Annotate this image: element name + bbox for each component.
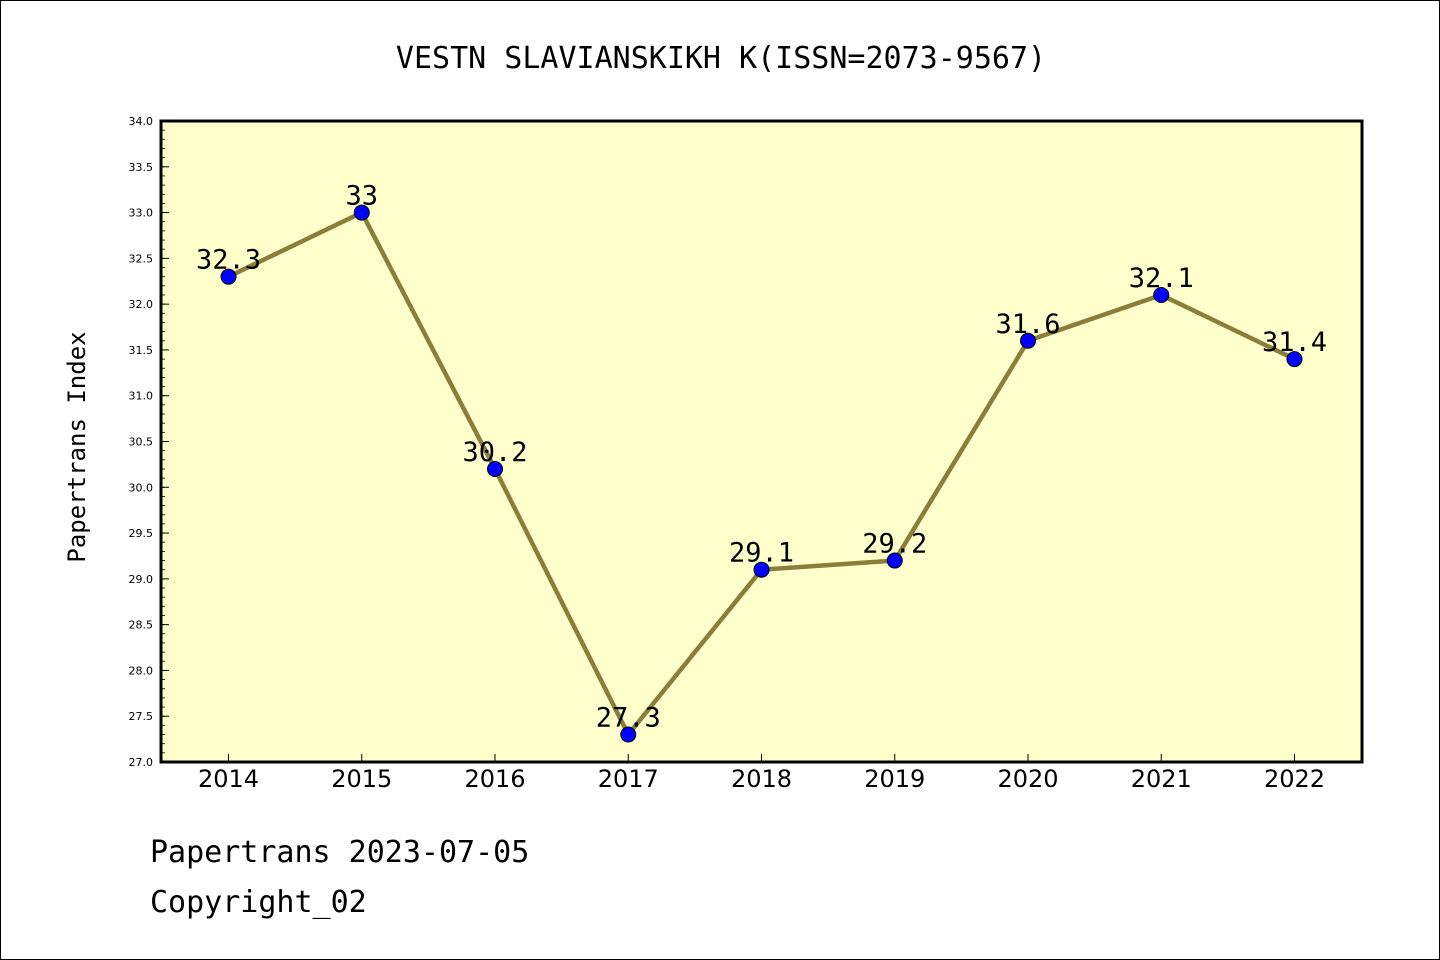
y-tick-label: 33.0: [129, 207, 154, 220]
data-point-label: 29.1: [729, 538, 794, 569]
footer-copyright-text: Copyright_02: [150, 885, 367, 920]
data-point-marker: [353, 204, 370, 221]
y-tick-label: 31.5: [129, 344, 154, 357]
footer-date-text: Papertrans 2023-07-05: [150, 835, 530, 870]
data-point-marker: [1153, 286, 1170, 303]
data-point-marker: [1020, 332, 1036, 349]
y-tick-label: 28.0: [129, 664, 154, 677]
y-tick-label: 32.5: [129, 252, 154, 265]
data-point-marker: [1286, 351, 1303, 368]
x-tick-label: 2016: [464, 765, 525, 793]
axis-ticks: 27.0 27.5 28.0 28.5 29.0 29.5 30.0 30.5 31.0 31.5…: [129, 115, 1326, 793]
y-tick-label: 32.0: [129, 298, 154, 311]
data-point-marker: [620, 726, 637, 743]
x-tick-label: 2017: [598, 765, 659, 793]
y-tick-label: 27.0: [129, 756, 154, 769]
data-point-marker: [886, 552, 903, 569]
plot-area: [161, 121, 1362, 762]
x-tick-label: 2019: [864, 765, 925, 793]
x-tick-label: 2020: [997, 765, 1058, 793]
x-tick-label: 2021: [1131, 765, 1192, 793]
data-point-label: 31.6: [995, 309, 1060, 340]
data-point-label: 30.2: [462, 437, 527, 468]
data-point-label: 31.4: [1262, 327, 1327, 358]
data-point-label: 32.3: [196, 245, 261, 276]
data-point-label: 32.1: [1129, 263, 1194, 294]
data-point-label: 29.2: [862, 529, 927, 560]
x-tick-label: 2022: [1264, 765, 1325, 793]
y-tick-label: 34.0: [129, 115, 154, 128]
y-tick-label: 33.5: [129, 161, 154, 174]
data-point-label: 27.3: [596, 703, 661, 734]
data-point-label: 33: [345, 181, 378, 212]
y-tick-label: 28.5: [129, 619, 154, 632]
y-tick-label: 30.0: [129, 481, 154, 494]
x-tick-label: 2018: [731, 765, 792, 793]
data-point-marker: [753, 561, 770, 578]
y-tick-label: 30.5: [129, 436, 154, 449]
x-tick-label: 2014: [198, 765, 259, 793]
x-tick-label: 2015: [331, 765, 392, 793]
plot-frame: [159, 119, 1364, 764]
data-point-marker: [487, 460, 503, 477]
y-tick-label: 27.5: [129, 710, 154, 723]
series-markers: [220, 204, 1303, 743]
data-labels: 32.3 33 30.2 27.3 29.1 29.2 31.6 32.1 31.4: [196, 181, 1327, 734]
y-axis-label: Papertrans Index: [63, 331, 91, 562]
y-tick-label: 29.0: [129, 573, 154, 586]
chart-title: VESTN SLAVIANSKIKH K(ISSN=2073-9567): [396, 41, 1046, 76]
y-tick-label: 29.5: [129, 527, 154, 540]
y-tick-label: 31.0: [129, 390, 154, 403]
data-point-marker: [220, 268, 237, 285]
